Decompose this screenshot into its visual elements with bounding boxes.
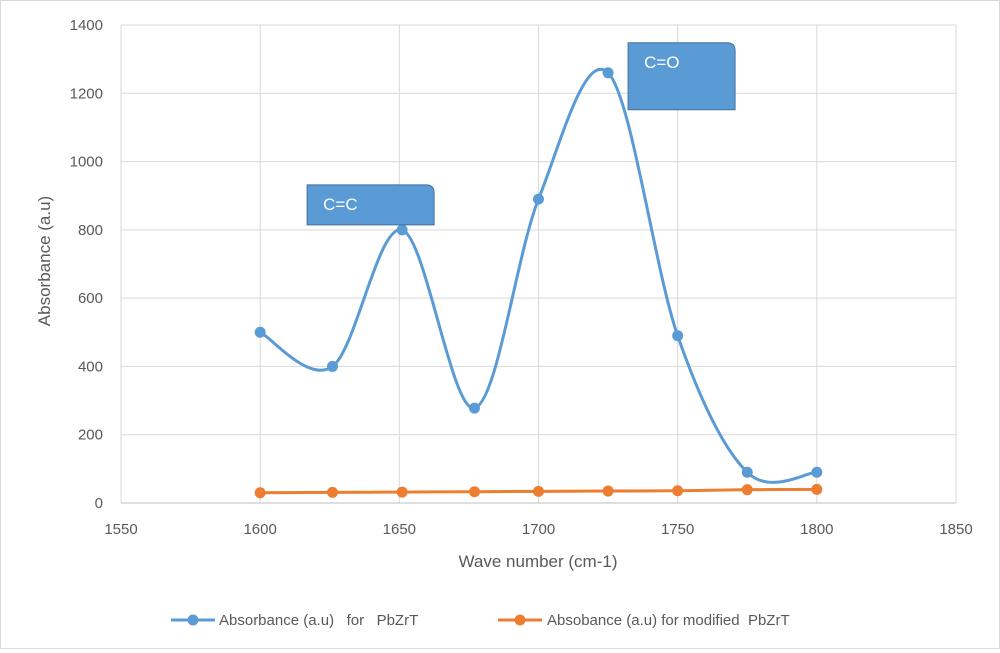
data-point <box>533 193 544 205</box>
y-tick-label: 1400 <box>70 17 103 34</box>
y-tick-label: 600 <box>78 290 103 307</box>
y-tick-label: 400 <box>78 358 103 375</box>
series-layer <box>254 67 823 499</box>
data-point <box>533 485 544 497</box>
callout-box <box>627 42 736 111</box>
callout-2: C=O <box>627 42 736 111</box>
callout-1: C=C <box>306 184 435 226</box>
legend-item-1: Absorbance (a.u) for PbZrT <box>171 612 418 629</box>
legend-swatch-marker <box>187 614 199 626</box>
x-axis-title: Wave number (cm-1) <box>458 552 617 571</box>
y-tick-label: 0 <box>95 495 103 512</box>
x-tick-label: 1800 <box>800 521 833 538</box>
callout-box <box>306 184 435 226</box>
x-tick-label: 1750 <box>661 521 694 538</box>
data-point <box>741 466 753 478</box>
data-point <box>396 486 408 498</box>
data-point <box>327 486 339 498</box>
data-point <box>468 402 480 414</box>
data-point <box>672 485 684 497</box>
legend: Absorbance (a.u) for PbZrT Absobance (a.u… <box>171 612 790 629</box>
data-point <box>672 330 684 342</box>
x-tick-label: 1600 <box>243 521 276 538</box>
axis-layer: 1550 1600 1650 1700 1750 1800 1850 0 200 400 600 80… <box>70 17 973 538</box>
legend-label: Absobance (a.u) for modified PbZrT <box>547 612 790 629</box>
x-tick-label: 1850 <box>939 521 972 538</box>
data-point <box>602 485 614 497</box>
x-tick-label: 1700 <box>522 521 555 538</box>
series-1 <box>254 67 823 484</box>
legend-swatch-marker <box>514 614 526 626</box>
legend-label: Absorbance (a.u) for PbZrT <box>219 612 418 629</box>
data-point <box>254 487 266 499</box>
data-point <box>327 360 339 372</box>
y-tick-label: 1200 <box>70 85 103 102</box>
y-axis-title: Absorbance (a.u) <box>35 196 54 326</box>
series-2 <box>254 483 823 499</box>
data-point <box>396 224 408 236</box>
y-tick-label: 1000 <box>70 154 103 171</box>
x-tick-label: 1650 <box>383 521 416 538</box>
y-tick-label: 800 <box>78 222 103 239</box>
data-point <box>741 484 753 496</box>
y-tick-label: 200 <box>78 427 103 444</box>
series-line <box>259 68 818 484</box>
grid-layer <box>120 24 957 504</box>
callout-label: C=C <box>323 195 357 214</box>
data-point <box>811 466 823 478</box>
callout-label: C=O <box>644 53 679 72</box>
x-tick-label: 1550 <box>104 521 137 538</box>
data-point <box>602 67 614 79</box>
data-point <box>468 486 480 498</box>
callout-layer: C=C C=O <box>306 42 736 226</box>
data-point <box>254 326 266 338</box>
data-point <box>811 483 823 495</box>
legend-item-2: Absobance (a.u) for modified PbZrT <box>498 612 790 629</box>
